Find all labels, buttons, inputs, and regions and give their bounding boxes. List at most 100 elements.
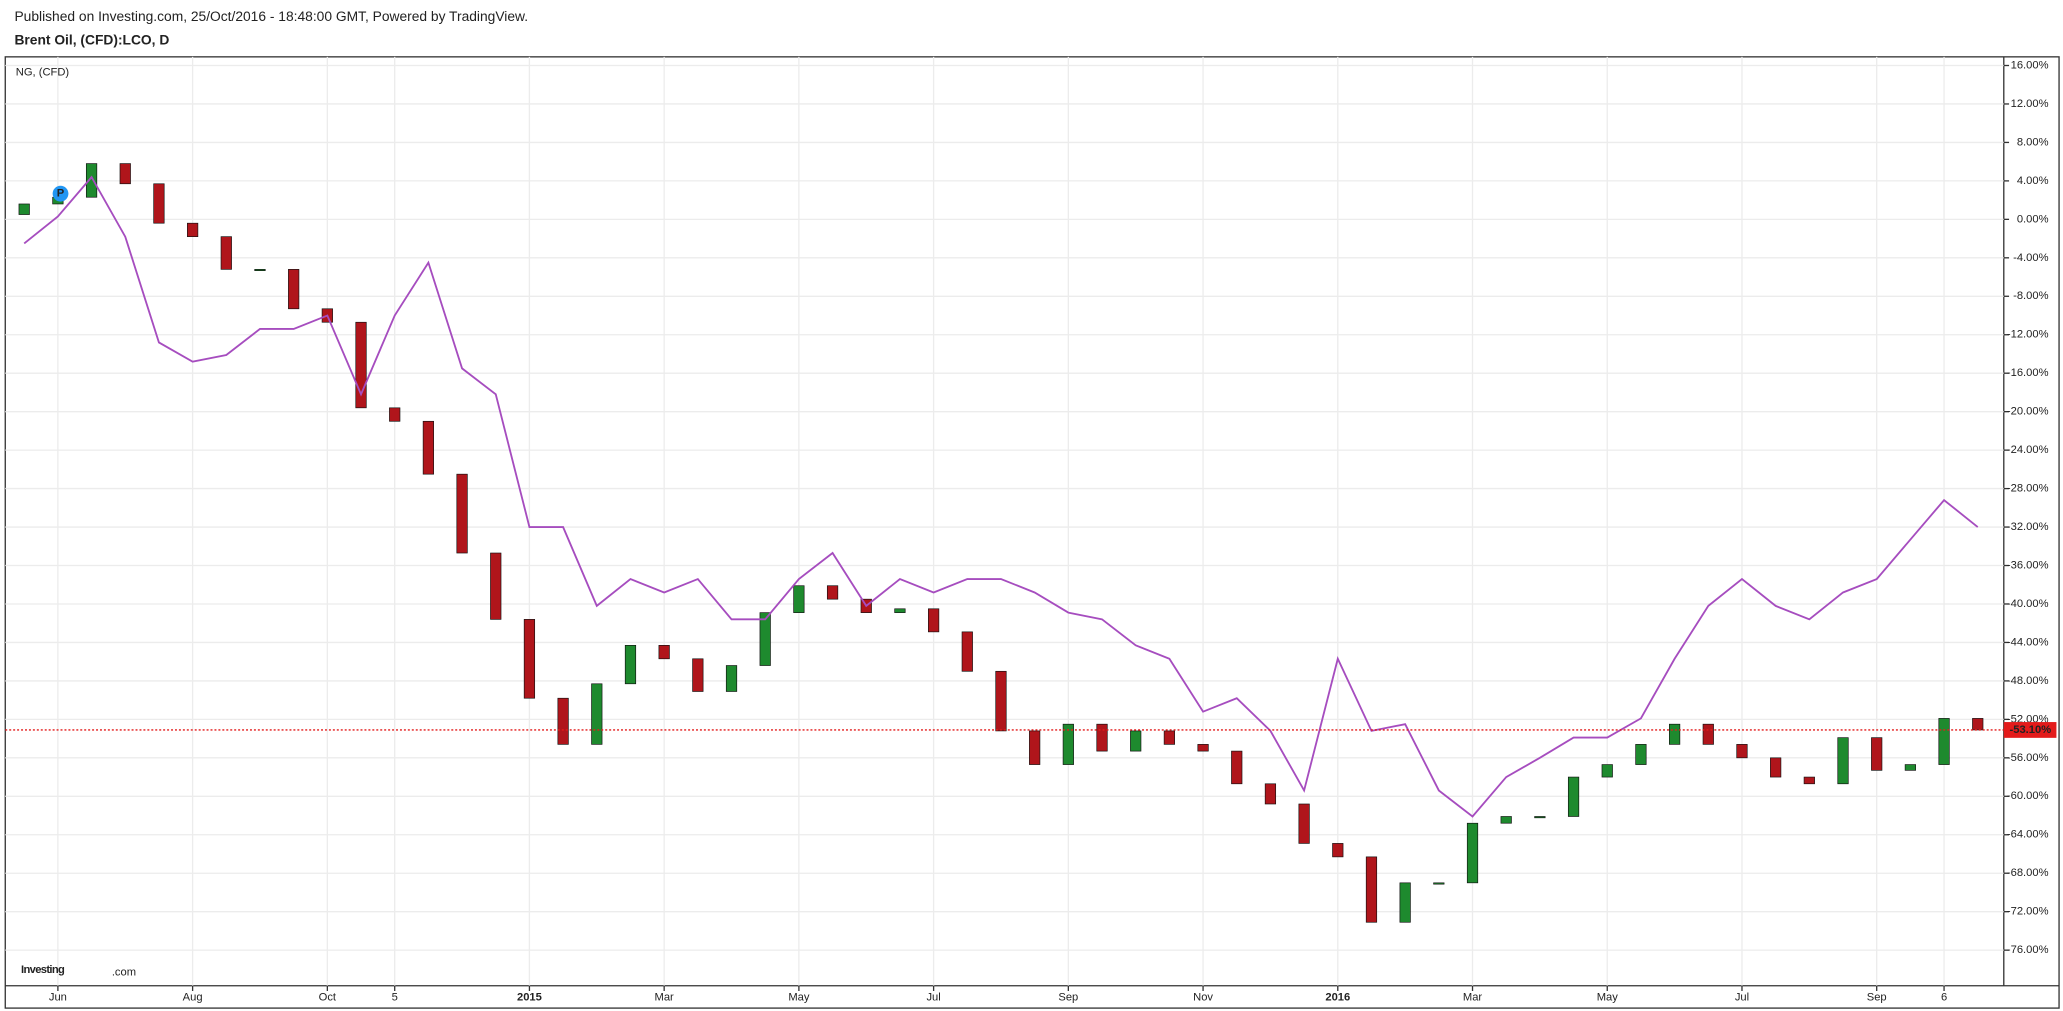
outer-frame [4,56,2060,1009]
candle [928,608,940,633]
y-tick-label: 16.00% [2011,59,2049,71]
y-tick-label: -44.00% [2007,636,2049,648]
candle [894,608,906,613]
candle [591,683,603,745]
y-tick-label: -76.00% [2007,944,2049,956]
candle [288,269,300,310]
y-tick-label: -28.00% [2007,483,2049,495]
candle [1500,816,1512,824]
candle [1770,757,1782,778]
x-tick-label: May [788,992,810,1004]
y-tick-label: 4.00% [2017,175,2049,187]
x-tick-label: Nov [1193,992,1213,1004]
publish-marker [52,185,69,202]
candle [759,612,771,666]
x-tick-label: Jul [1735,992,1749,1004]
candle [1972,718,1984,731]
published-note: Published on Investing.com, 25/Oct/2016 … [14,8,528,24]
candle [1298,803,1310,844]
y-tick-label: 0.00% [2017,213,2049,225]
y-tick-label: -12.00% [2007,329,2049,341]
y-tick-label: -68.00% [2007,867,2049,879]
candle [1130,730,1142,752]
last-value-label: -53.10% [2010,724,2052,736]
candle [1567,776,1580,817]
publish-marker-label: P [57,188,65,200]
candle [1803,776,1815,785]
candle [1702,723,1714,745]
candle [1096,723,1108,752]
candle [187,222,199,237]
x-tick-label: Oct [319,992,337,1004]
candle [624,645,637,685]
candle [1332,843,1344,858]
y-tick-label: -56.00% [2007,752,2049,764]
candle [254,269,266,272]
candle [1871,737,1883,771]
logo-suffix: .com [112,967,136,979]
candle [422,420,434,475]
y-tick-label: 8.00% [2017,136,2049,148]
y-tick-label: -16.00% [2007,367,2049,379]
candle [18,203,30,215]
candle [1736,744,1748,759]
candle [692,658,704,692]
candle [1938,718,1950,765]
candle [1399,882,1411,923]
candle [1433,882,1445,885]
y-tick-label: -32.00% [2007,521,2049,533]
y-tick-label: -40.00% [2007,598,2049,610]
y-tick-label: 12.00% [2011,98,2049,110]
y-tick-label: -72.00% [2007,906,2049,918]
candle [85,163,98,198]
candle [1837,737,1849,785]
x-tick-label: Mar [655,992,675,1004]
candle [1264,783,1277,805]
candle [557,697,569,745]
candle [793,585,805,613]
candle [119,163,131,185]
candle [1601,764,1613,778]
candle [725,665,738,692]
x-tick-label: 2016 [1325,992,1350,1004]
x-tick-label: 6 [1941,992,1947,1004]
candle [1231,750,1243,785]
candle [1635,744,1647,765]
x-tick-label: 5 [392,992,398,1004]
x-tick-label: Mar [1463,992,1483,1004]
y-tick-label: -36.00% [2007,559,2049,571]
candle [355,321,367,409]
y-tick-label: -48.00% [2007,675,2049,687]
line-series [23,175,1979,818]
candle [1029,730,1041,765]
x-tick-label: 2015 [517,992,542,1004]
y-tick-label: -64.00% [2007,829,2049,841]
x-tick-label: Jul [926,992,940,1004]
x-tick-label: Aug [183,992,203,1004]
candle [1062,723,1074,765]
x-tick-label: Jun [49,992,67,1004]
candle [456,473,468,554]
y-tick-label: -60.00% [2007,790,2049,802]
candle [1163,730,1175,745]
y-tick-label: -8.00% [2013,290,2048,302]
candle [1669,723,1681,745]
x-tick-label: May [1597,992,1619,1004]
instrument-title: Brent Oil, (CFD):LCO, D [14,32,169,48]
candle [1466,822,1479,884]
x-tick-label: Sep [1867,992,1887,1004]
candle [389,407,401,422]
candle [1534,816,1546,819]
grid: 16.00% 12.00% 8.00% 4.00% 0.00% -4.00% -8.00% -… [5,56,2049,1004]
candle [153,183,165,224]
candle [961,631,973,672]
last-value-badge [2003,722,2057,738]
logo-brand: Investing [21,964,65,976]
candle [995,670,1007,732]
candle [490,552,502,620]
candle [523,619,536,699]
y-tick-label: -20.00% [2007,406,2049,418]
candle [1904,764,1916,771]
